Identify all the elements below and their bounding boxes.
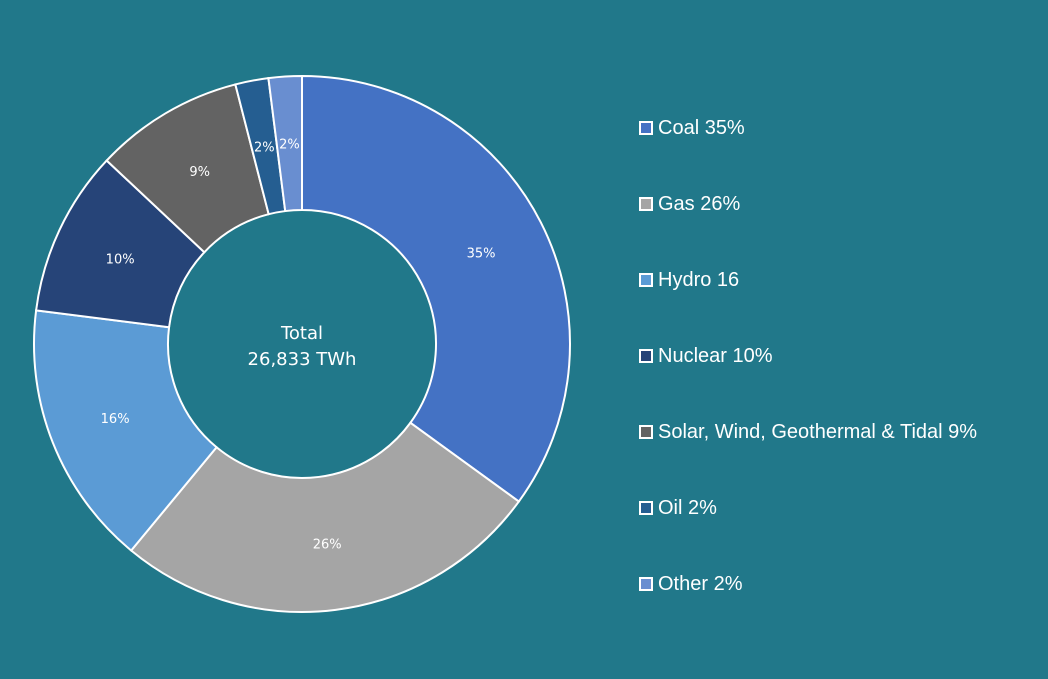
legend-label: Oil 2% [658, 496, 717, 519]
slice-label: 9% [189, 165, 210, 180]
legend-item: Hydro 16 [639, 242, 977, 318]
legend-item: Gas 26% [639, 166, 977, 242]
donut-chart: 35% 26% 16% 10% 9% 2% 2% Total 26,833 TWh [33, 74, 571, 613]
slice-label: 2% [279, 137, 300, 152]
legend-swatch [639, 197, 653, 211]
slice-label: 26% [313, 537, 342, 552]
slice-label: 2% [254, 141, 275, 156]
slice-label: 10% [106, 252, 135, 267]
slice-label: 35% [467, 247, 496, 262]
legend-item: Nuclear 10% [639, 318, 977, 394]
legend-item: Oil 2% [639, 470, 977, 546]
legend-item: Other 2% [639, 546, 977, 622]
legend-swatch [639, 349, 653, 363]
legend-item: Solar, Wind, Geothermal & Tidal 9% [639, 394, 977, 470]
slice-labels: 35% 26% 16% 10% 9% 2% 2% [101, 137, 496, 552]
center-label-line2: 26,833 TWh [248, 349, 357, 370]
legend-label: Solar, Wind, Geothermal & Tidal 9% [658, 420, 978, 443]
legend-swatch [639, 273, 653, 287]
legend-swatch [639, 501, 653, 515]
slice-coal [301, 74, 571, 503]
slice-other [267, 74, 303, 213]
donut-slices [33, 74, 571, 613]
legend-swatch [639, 577, 653, 591]
slice-gas [129, 421, 521, 613]
legend-label: Hydro 16 [658, 268, 740, 291]
legend-item: Coal 35% [639, 90, 977, 166]
legend-swatch [639, 425, 653, 439]
legend-swatch [639, 121, 653, 135]
slice-hydro [33, 309, 218, 552]
legend-label: Nuclear 10% [658, 344, 773, 367]
legend-label: Gas 26% [658, 192, 741, 215]
center-label-line1: Total [280, 323, 323, 344]
legend-label: Coal 35% [658, 116, 745, 139]
chart-legend: Coal 35% Gas 26% Hydro 16 Nuclear 10% Solar,… [639, 112, 977, 622]
slice-label: 16% [101, 412, 130, 427]
legend-label: Other 2% [658, 572, 743, 595]
